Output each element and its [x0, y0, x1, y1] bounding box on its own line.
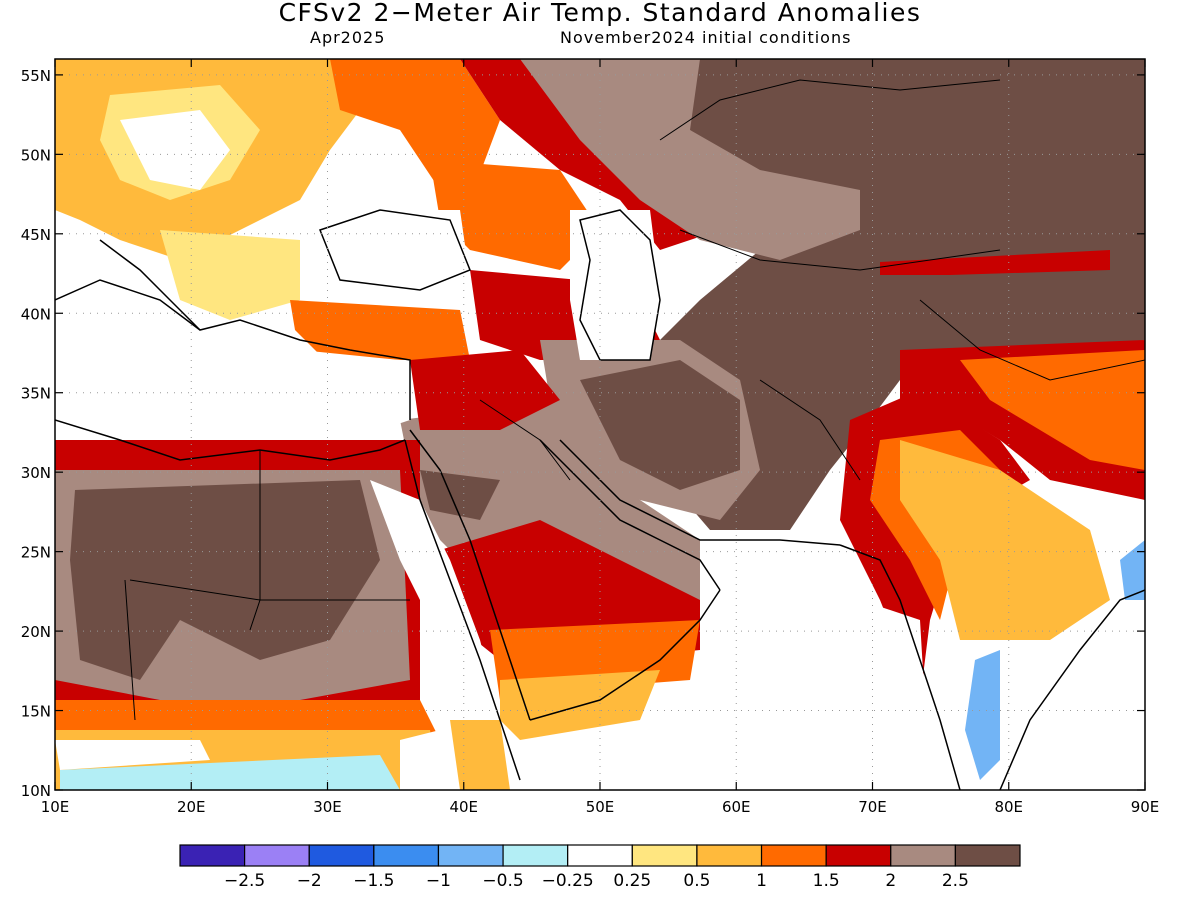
colorbar-swatch — [373, 844, 440, 867]
lon-label: 10E — [41, 798, 70, 816]
niger-chad-border — [124, 579, 136, 721]
gulf-coast — [539, 439, 721, 591]
lat-label: 40N — [21, 305, 51, 323]
colorbar-swatch — [890, 844, 956, 867]
country-borders — [124, 79, 1145, 721]
colorbar-label: −0.5 — [482, 871, 523, 891]
lon-label: 50E — [586, 798, 615, 816]
arabia-south-coast — [529, 589, 721, 721]
colorbar: −2.5 −2 −1.5 −1 −0.5 −0.25 0.25 0.5 1 1.5 2 2.5 — [179, 844, 1021, 891]
med-north-coast — [55, 279, 411, 420]
kazakh-border — [679, 229, 1001, 271]
tibet-orange — [960, 350, 1145, 470]
colorbar-swatch — [567, 844, 633, 867]
sahel-lightblue — [60, 755, 400, 790]
colorbar-swatch — [502, 844, 569, 867]
black-sea-white — [320, 210, 470, 290]
colorbar-label: 1 — [756, 871, 767, 891]
colorbar-label: −1 — [426, 871, 451, 891]
colorbar-label: 0.5 — [683, 871, 710, 891]
lat-label: 25N — [21, 544, 51, 562]
lat-label: 20N — [21, 623, 51, 641]
lat-label: 10N — [21, 782, 51, 800]
india-east-coast — [999, 589, 1145, 790]
lon-label: 60E — [722, 798, 751, 816]
russia-border — [659, 79, 1001, 141]
axis-ticks: 10E 20E 30E 40E 50E 60E 70E 80E 90E 55N 50N 45N 40N 3… — [21, 59, 1160, 816]
lat-label: 50N — [21, 146, 51, 164]
china-border — [919, 299, 1145, 381]
lat-label: 35N — [21, 385, 51, 403]
colorbar-swatch — [631, 844, 698, 867]
coastlines — [55, 209, 1145, 790]
lat-label: 30N — [21, 464, 51, 482]
grid-lines — [55, 59, 1145, 790]
caspian-white — [570, 210, 660, 360]
russia-orange — [430, 160, 600, 270]
sahara-dark — [70, 480, 380, 680]
anomaly-field — [55, 59, 1145, 790]
colorbar-label: 0.25 — [613, 871, 651, 891]
colorbar-label: −1.5 — [353, 871, 394, 891]
colorbar-label: 2.5 — [942, 871, 969, 891]
europe-white-patch — [120, 110, 230, 190]
colorbar-swatch — [179, 844, 246, 867]
colorbar-label: −2 — [297, 871, 322, 891]
colorbar-swatch — [308, 844, 375, 867]
lat-label: 15N — [21, 703, 51, 721]
colorbar-label: 2 — [885, 871, 896, 891]
lon-label: 30E — [313, 798, 342, 816]
colorbar-label: 1.5 — [813, 871, 840, 891]
mediterranean-white — [55, 300, 410, 440]
forecast-month: Apr2025 — [310, 28, 386, 47]
india-west-coast — [839, 544, 961, 790]
lon-label: 20E — [177, 798, 206, 816]
black-sea-coast — [319, 209, 471, 291]
kazakh-lighter — [520, 59, 860, 260]
levant-red — [410, 350, 560, 430]
sahel-white — [55, 740, 210, 770]
red-sea-white — [370, 480, 500, 720]
colorbar-swatch — [244, 844, 310, 867]
map-title: CFSv2 2−Meter Air Temp. Standard Anomali… — [278, 0, 922, 27]
india-yellow — [900, 440, 1110, 640]
lon-label: 80E — [994, 798, 1023, 816]
bay-blue — [1120, 540, 1145, 600]
afghan-border — [759, 379, 861, 481]
colorbar-swatch — [825, 844, 892, 867]
india-blue — [965, 650, 1000, 780]
iraq-border — [479, 399, 571, 481]
lat-label: 45N — [21, 226, 51, 244]
italy-coast — [99, 239, 201, 331]
balkans-yellow — [160, 230, 300, 320]
red-sea-coast-east — [409, 429, 531, 721]
lon-label: 70E — [858, 798, 887, 816]
lat-label: 55N — [21, 67, 51, 85]
ethiopia-yellow — [450, 720, 510, 790]
lon-label: 40E — [449, 798, 478, 816]
colorbar-swatch — [696, 844, 763, 867]
colorbar-label: −2.5 — [224, 871, 265, 891]
colorbar-swatch — [954, 844, 1021, 867]
initial-conditions: November2024 initial conditions — [560, 28, 852, 47]
red-sea-coast-west — [404, 439, 521, 781]
caspian-coast — [579, 209, 661, 361]
turkey-warm — [290, 300, 470, 360]
colorbar-swatch — [437, 844, 504, 867]
tienshan-red — [880, 250, 1110, 275]
lon-label: 90E — [1131, 798, 1160, 816]
arabia-dark — [420, 470, 500, 520]
colorbar-label: −0.25 — [542, 871, 594, 891]
colorbar-swatch — [760, 844, 827, 867]
